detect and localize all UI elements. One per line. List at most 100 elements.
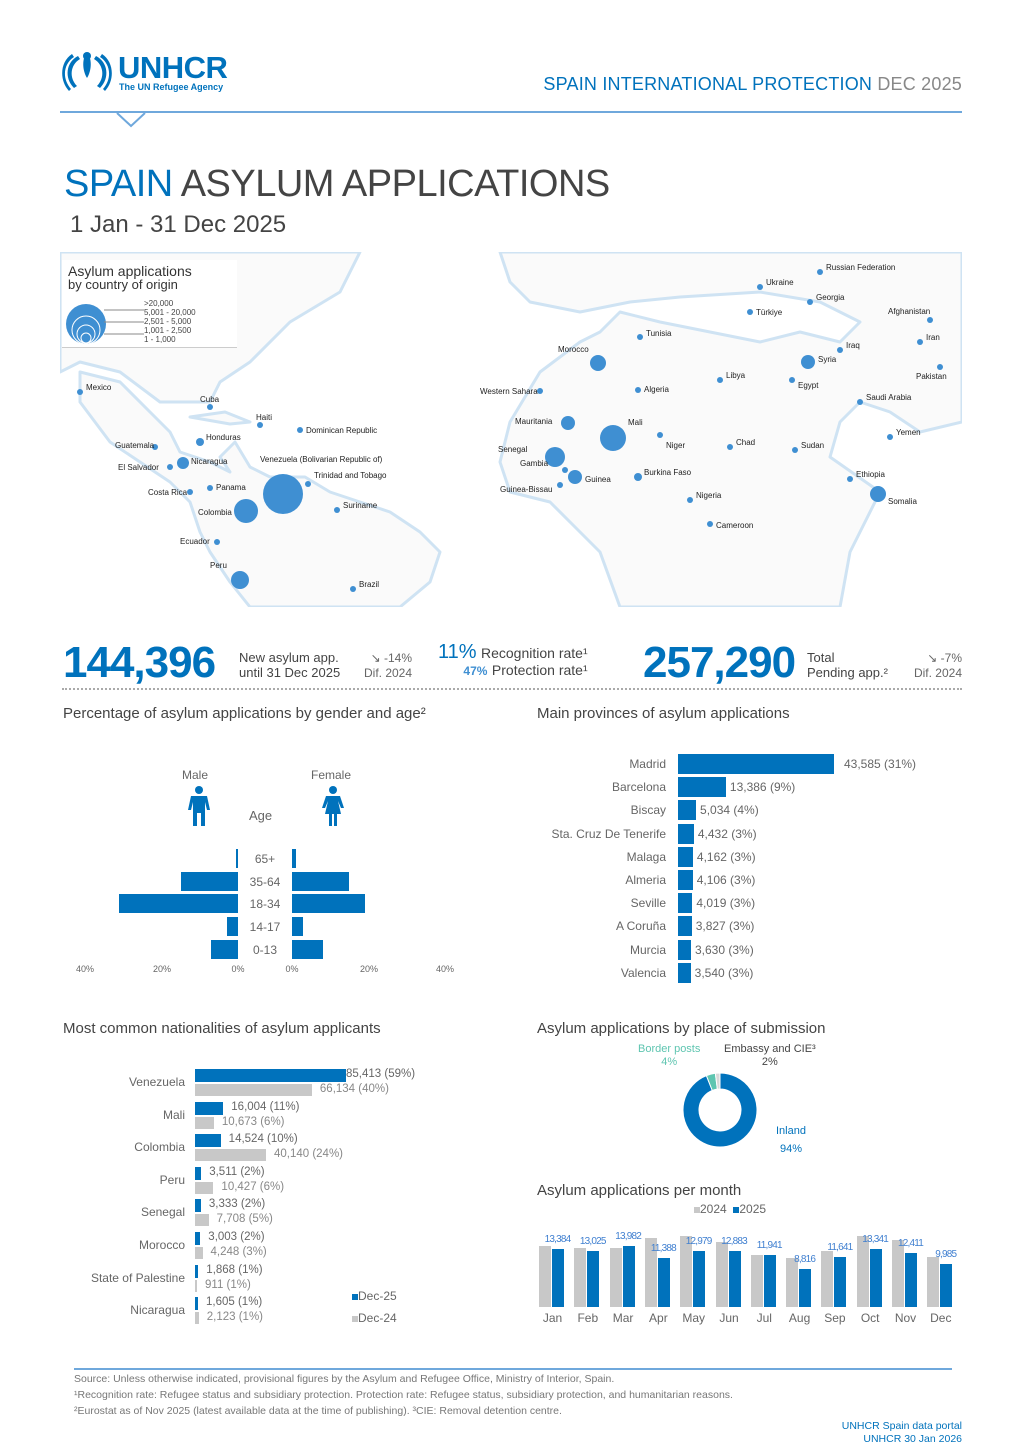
bar-2024 — [609, 1248, 622, 1307]
female-bar — [292, 894, 365, 913]
pending-applications-label: Total Pending app.² — [807, 650, 888, 680]
submission-donut — [682, 1072, 758, 1148]
value-label-2025: 13,384 — [544, 1234, 572, 1245]
title-rest: ASYLUM APPLICATIONS — [180, 163, 611, 205]
value-label-2025: 13,025 — [579, 1235, 607, 1247]
map-bubble — [717, 377, 723, 383]
value-label-2025: 11,941 — [756, 1240, 783, 1252]
province-bar — [678, 754, 834, 774]
province-bar — [678, 893, 693, 914]
dec25-bar — [195, 1101, 224, 1115]
province-bar — [678, 916, 692, 937]
province-value: 4,106 (3%) — [696, 873, 756, 887]
header-divider — [60, 111, 962, 113]
report-header: SPAIN INTERNATIONAL PROTECTION DEC 2025 — [543, 74, 962, 95]
border-posts-label: Border posts 4% — [638, 1043, 700, 1069]
bar-2025 — [869, 1249, 882, 1307]
dec25-bar — [195, 1199, 201, 1213]
province-value: 3,827 (3%) — [695, 919, 755, 934]
inland-pct: 94% — [779, 1143, 802, 1155]
monthly-legend: 2024 2025 — [694, 1202, 766, 1216]
dec24-bar — [195, 1312, 199, 1325]
dec24-value: 66,134 (40%) — [319, 1083, 389, 1095]
legend-2025-label: 2025 — [739, 1202, 767, 1216]
dec25-value: 3,333 (2%) — [208, 1198, 266, 1211]
map-bubble — [807, 299, 813, 305]
map-label: Afghanistan — [888, 307, 930, 316]
new-applications-diff: ↘ -14% Dif. 2024 — [364, 651, 412, 681]
map-bubble — [177, 457, 189, 469]
map-bubble — [887, 434, 893, 440]
male-bar — [180, 872, 238, 891]
dec25-bar — [195, 1232, 201, 1245]
dec25-value: 16,004 (11%) — [231, 1100, 300, 1113]
map-bubble — [707, 521, 713, 527]
province-value: 4,162 (3%) — [696, 849, 756, 864]
legend-class: >20,000 — [144, 299, 174, 308]
map-label: Ukraine — [766, 278, 794, 287]
map-bubble — [187, 489, 193, 495]
nationality-label: Morocco — [138, 1238, 185, 1252]
map-bubble — [870, 486, 886, 502]
new-applications-label-2: until 31 Dec 2025 — [239, 665, 341, 680]
bar-2025 — [657, 1257, 670, 1307]
stats-divider — [62, 688, 962, 690]
report-topic: INTERNATIONAL PROTECTION — [602, 74, 873, 94]
map-bubble — [557, 482, 563, 488]
dec24-value: 4,248 (3%) — [210, 1246, 267, 1258]
dec25-value: 1,868 (1%) — [206, 1263, 263, 1276]
map-label: Panama — [216, 483, 246, 492]
province-label: Malaga — [626, 849, 666, 864]
nationality-label: Peru — [159, 1172, 185, 1187]
map-label: Türkiye — [756, 308, 783, 317]
map-label: Egypt — [798, 381, 819, 390]
protection-rate-label: Protection rate¹ — [491, 662, 588, 678]
pyramid-title: Percentage of asylum applications by gen… — [63, 705, 426, 722]
footer-note-2: ²Eurostat as of Nov 2025 (latest availab… — [74, 1405, 562, 1417]
map-bubble — [214, 539, 220, 545]
recognition-rate-label: Recognition rate¹ — [481, 645, 588, 661]
map-bubble — [234, 499, 258, 523]
map-bubble — [263, 474, 303, 514]
dec25-bar — [195, 1264, 199, 1278]
x-tick-label: 0% — [231, 964, 245, 974]
map-bubble — [600, 425, 626, 451]
province-label: Almeria — [625, 873, 666, 887]
map-bubble — [635, 387, 641, 393]
footer-divider — [74, 1368, 952, 1370]
age-axis-title: Age — [249, 808, 273, 823]
monthly-title: Asylum applications per month — [537, 1182, 742, 1199]
province-bar — [678, 962, 691, 983]
submission-title: Asylum applications by place of submissi… — [537, 1020, 826, 1037]
province-label: Valencia — [620, 965, 666, 980]
map-label: Iran — [926, 333, 940, 342]
x-tick-label: 0% — [285, 964, 299, 974]
dec24-value: 7,708 (5%) — [216, 1213, 273, 1226]
border-posts-pct: 4% — [661, 1056, 678, 1068]
province-label: Biscay — [630, 803, 666, 818]
recognition-rate-value: 11% — [438, 641, 477, 663]
map-bubble — [207, 485, 213, 491]
map-label: Suriname — [343, 501, 378, 510]
male-icon — [188, 786, 210, 826]
age-group-label: 18-34 — [249, 897, 281, 911]
rates-block: 11% Recognition rate¹ 47% Protection rat… — [438, 641, 588, 680]
bar-2024 — [856, 1235, 869, 1307]
male-bar — [236, 849, 238, 868]
dec24-bar — [195, 1084, 312, 1096]
map-bubble — [207, 404, 213, 410]
portal-link[interactable]: UNHCR Spain data portal — [841, 1420, 962, 1432]
map-bubble — [590, 355, 606, 371]
age-group-label: 35-64 — [249, 875, 281, 889]
x-tick-label: 20% — [359, 964, 378, 974]
month-label: Mar — [612, 1311, 634, 1325]
dec24-value: 10,427 (6%) — [221, 1180, 285, 1193]
value-label-2025: 8,816 — [794, 1253, 816, 1265]
female-icon — [322, 786, 344, 826]
map-label: Cuba — [200, 395, 220, 404]
map-bubble — [152, 444, 158, 450]
map-label: Trinidad and Tobago — [314, 471, 387, 480]
map-bubble — [167, 464, 173, 470]
page-subtitle: 1 Jan - 31 Dec 2025 — [70, 211, 287, 238]
month-label: Oct — [860, 1311, 880, 1325]
